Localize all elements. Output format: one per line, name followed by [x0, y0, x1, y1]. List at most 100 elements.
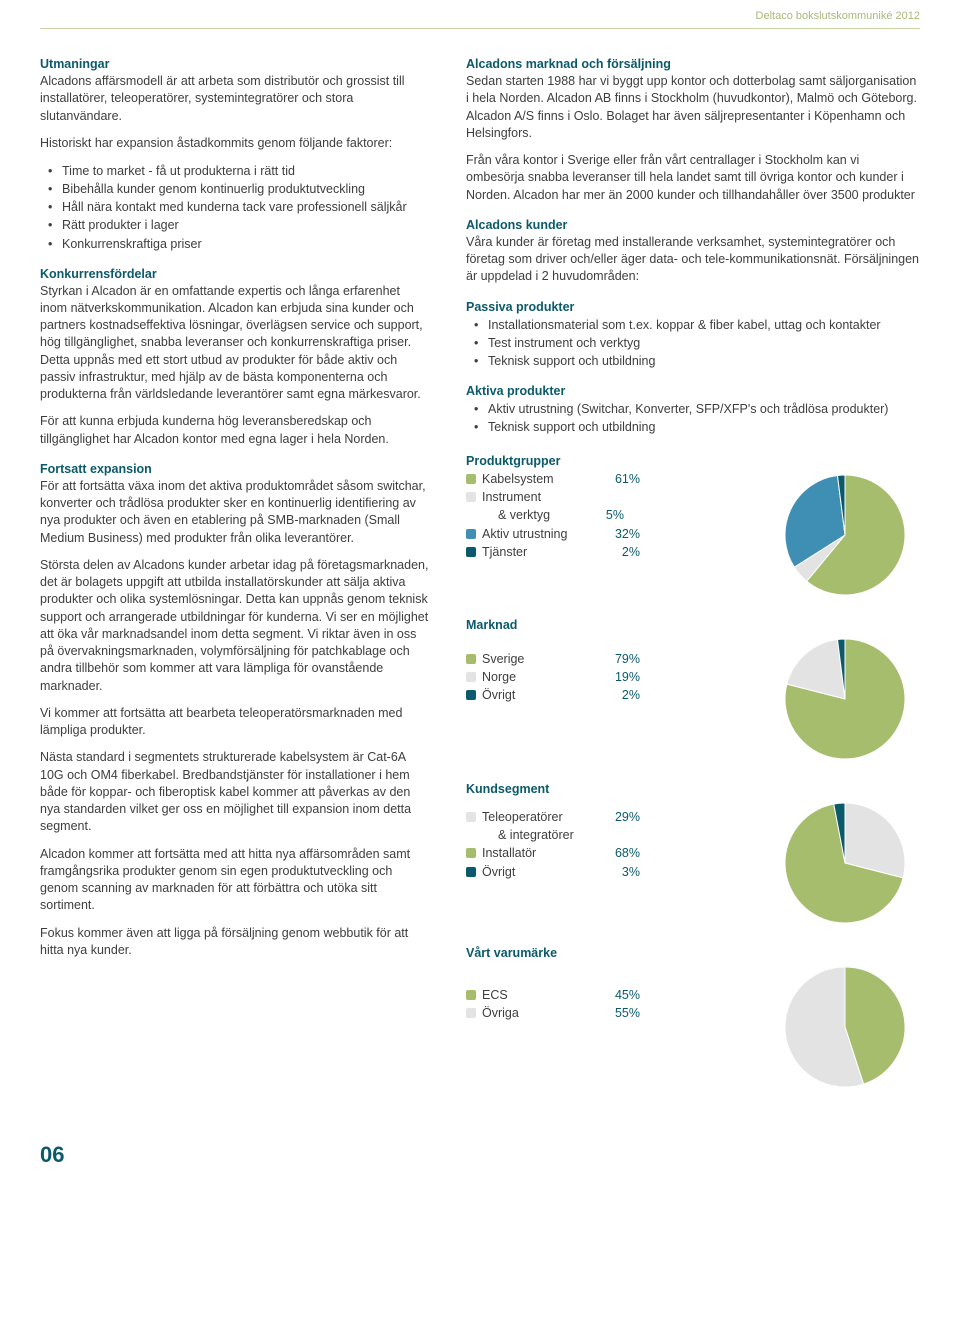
list-item: Rätt produkter i lager	[62, 216, 430, 234]
list-item: Bibehålla kunder genom kontinuerlig prod…	[62, 180, 430, 198]
para: Sedan starten 1988 har vi byggt upp kont…	[466, 73, 920, 142]
heading-fortsatt-expansion: Fortsatt expansion	[40, 462, 430, 476]
pie-chart	[780, 962, 910, 1092]
legend-value: 61%	[602, 470, 640, 488]
list-item: Test instrument och verktyg	[488, 334, 920, 352]
legend-label: ECS	[482, 986, 602, 1004]
legend-label: Övrigt	[482, 863, 602, 881]
para: Nästa standard i segmentets strukturerad…	[40, 749, 430, 835]
legend-label: Övriga	[482, 1004, 602, 1022]
legend-label: Teleoperatörer	[482, 808, 602, 826]
legend-value: 2%	[602, 543, 640, 561]
legend-value: 68%	[602, 844, 640, 862]
legend-value: 3%	[602, 863, 640, 881]
para: Vi kommer att fortsätta att bearbeta tel…	[40, 705, 430, 740]
chart-title: Kundsegment	[466, 782, 920, 796]
para: För att kunna erbjuda kunderna hög lever…	[40, 413, 430, 448]
chart-kundsegment: Kundsegment Teleoperatörer 29% & integra…	[466, 782, 920, 928]
list-item: Håll nära kontakt med kunderna tack vare…	[62, 198, 430, 216]
para: Styrkan i Alcadon är en omfattande exper…	[40, 283, 430, 404]
para: Största delen av Alcadons kunder arbetar…	[40, 557, 430, 695]
swatch	[466, 654, 476, 664]
legend-row: Aktiv utrustning 32%	[466, 525, 676, 543]
legend-value: 5%	[586, 506, 624, 524]
legend-row: Kabelsystem 61%	[466, 470, 676, 488]
swatch	[466, 547, 476, 557]
legend-kundsegment: Teleoperatörer 29% & integratörer Instal…	[466, 798, 676, 881]
legend-row: Instrument	[466, 488, 676, 506]
swatch	[466, 690, 476, 700]
swatch	[466, 474, 476, 484]
legend-row: ECS 45%	[466, 986, 676, 1004]
legend-label: & integratörer	[482, 826, 586, 844]
legend-label: Installatör	[482, 844, 602, 862]
heading-marknad-forsaljning: Alcadons marknad och försäljning	[466, 57, 920, 71]
chart-produktgrupper: Produktgrupper Kabelsystem 61% Instrumen…	[466, 454, 920, 600]
chart-title: Marknad	[466, 618, 920, 632]
para: Från våra kontor i Sverige eller från vå…	[466, 152, 920, 204]
page-number: 06	[40, 1142, 920, 1168]
chart-varumarke: Vårt varumärke ECS 45% Övriga 55%	[466, 946, 920, 1092]
legend-value: 32%	[602, 525, 640, 543]
legend-label: Sverige	[482, 650, 602, 668]
legend-label: Kabelsystem	[482, 470, 602, 488]
pie-chart	[780, 470, 910, 600]
chart-marknad: Marknad Sverige 79% Norge 19%	[466, 618, 920, 764]
chart-title: Vårt varumärke	[466, 946, 920, 960]
swatch	[466, 529, 476, 539]
swatch	[466, 990, 476, 1000]
legend-label: Norge	[482, 668, 602, 686]
chart-title: Produktgrupper	[466, 454, 920, 468]
heading-konkurrensfordelar: Konkurrensfördelar	[40, 267, 430, 281]
swatch	[466, 867, 476, 877]
para: Fokus kommer även att ligga på försäljni…	[40, 925, 430, 960]
list-item: Aktiv utrustning (Switchar, Konverter, S…	[488, 400, 920, 418]
legend-row: Tjänster 2%	[466, 543, 676, 561]
legend-row: Installatör 68%	[466, 844, 676, 862]
list-item: Konkurrenskraftiga priser	[62, 235, 430, 253]
legend-row: Övrigt 3%	[466, 863, 676, 881]
right-column: Alcadons marknad och försäljning Sedan s…	[466, 57, 920, 1092]
legend-label: Instrument	[482, 488, 602, 506]
para: Alcadons affärsmodell är att arbeta som …	[40, 73, 430, 125]
pie-chart	[780, 634, 910, 764]
para: För att fortsätta växa inom det aktiva p…	[40, 478, 430, 547]
list-item: Installationsmaterial som t.ex. koppar &…	[488, 316, 920, 334]
heading-alcadons-kunder: Alcadons kunder	[466, 218, 920, 232]
legend-value: 2%	[602, 686, 640, 704]
legend-row: Norge 19%	[466, 668, 676, 686]
heading-utmaningar: Utmaningar	[40, 57, 430, 71]
para: Alcadon kommer att fortsätta med att hit…	[40, 846, 430, 915]
left-column: Utmaningar Alcadons affärsmodell är att …	[40, 57, 430, 1092]
legend-value: 45%	[602, 986, 640, 1004]
legend-varumarke: ECS 45% Övriga 55%	[466, 962, 676, 1022]
swatch	[466, 830, 476, 840]
legend-label: Aktiv utrustning	[482, 525, 602, 543]
legend-row: Sverige 79%	[466, 650, 676, 668]
list-aktiva: Aktiv utrustning (Switchar, Konverter, S…	[466, 400, 920, 436]
list-item: Teknisk support och utbildning	[488, 418, 920, 436]
swatch	[466, 1008, 476, 1018]
swatch	[466, 672, 476, 682]
list-faktorer: Time to market - få ut produkterna i rät…	[40, 162, 430, 253]
list-item: Time to market - få ut produkterna i rät…	[62, 162, 430, 180]
legend-value: 79%	[602, 650, 640, 668]
heading-passiva: Passiva produkter	[466, 300, 920, 314]
legend-value: 55%	[602, 1004, 640, 1022]
swatch	[466, 848, 476, 858]
legend-row: Övriga 55%	[466, 1004, 676, 1022]
legend-value: 19%	[602, 668, 640, 686]
legend-row: & verktyg 5%	[466, 506, 676, 524]
para: Historiskt har expansion åstadkommits ge…	[40, 135, 430, 152]
para: Våra kunder är företag med installerande…	[466, 234, 920, 286]
legend-row: Övrigt 2%	[466, 686, 676, 704]
legend-label: & verktyg	[482, 506, 586, 524]
heading-aktiva: Aktiva produkter	[466, 384, 920, 398]
swatch	[466, 510, 476, 520]
swatch	[466, 812, 476, 822]
swatch	[466, 492, 476, 502]
legend-marknad: Sverige 79% Norge 19% Övrigt 2%	[466, 634, 676, 704]
legend-label: Övrigt	[482, 686, 602, 704]
legend-value: 29%	[602, 808, 640, 826]
pie-chart	[780, 798, 910, 928]
